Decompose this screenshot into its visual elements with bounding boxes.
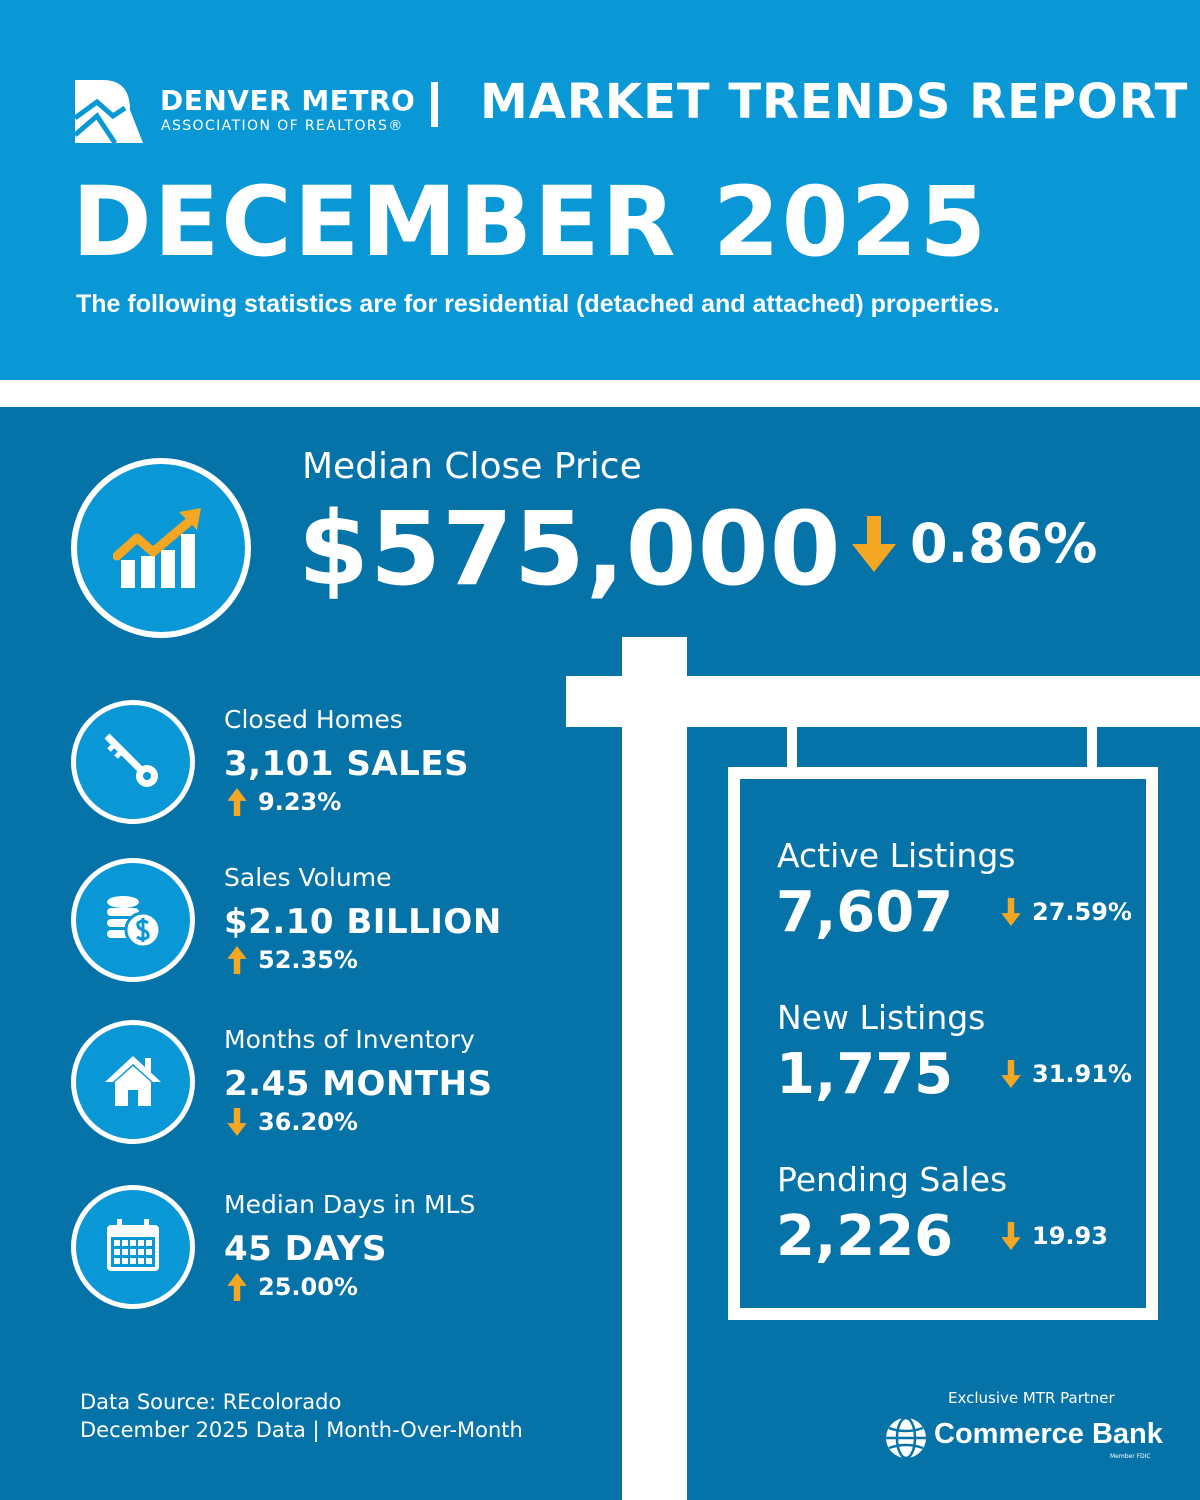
main-label: Median Close Price xyxy=(302,446,642,487)
stat-change: 9.23% xyxy=(226,788,341,816)
sign-value: 2,226 xyxy=(776,1204,954,1269)
trend-chart-icon xyxy=(71,458,251,638)
org-subname: ASSOCIATION OF REALTORS® xyxy=(161,118,404,134)
sign-label: New Listings xyxy=(777,998,986,1037)
sign-change: 27.59% xyxy=(1000,898,1132,926)
stat-change-value: 52.35% xyxy=(258,946,358,974)
sign-arm xyxy=(566,676,1200,727)
arrow-up-icon xyxy=(227,1273,247,1301)
stat-change: 25.00% xyxy=(226,1273,358,1301)
sign-value: 7,607 xyxy=(776,880,954,945)
calendar-icon xyxy=(71,1185,195,1309)
sign-board xyxy=(728,767,1158,1320)
stat-change: 36.20% xyxy=(226,1108,358,1136)
sign-change-value: 19.93 xyxy=(1032,1222,1108,1250)
dmar-logo-icon xyxy=(75,80,143,143)
key-icon xyxy=(71,700,195,824)
arrow-down-icon xyxy=(227,1108,247,1136)
stat-label: Median Days in MLS xyxy=(224,1190,476,1219)
main-change: 0.86% xyxy=(910,512,1098,575)
data-source: Data Source: REcolorado xyxy=(80,1390,342,1414)
org-name: DENVER METRO xyxy=(160,84,416,117)
sign-change-value: 31.91% xyxy=(1032,1060,1132,1088)
arrow-down-icon xyxy=(852,516,896,572)
sign-hanger-left xyxy=(787,727,797,769)
globe-icon xyxy=(886,1416,926,1460)
stat-change-value: 9.23% xyxy=(258,788,342,816)
header-band xyxy=(0,0,1200,380)
arrow-down-icon xyxy=(1001,898,1021,926)
house-icon xyxy=(71,1020,195,1144)
stat-label: Months of Inventory xyxy=(224,1025,475,1054)
sign-change: 19.93 xyxy=(1000,1222,1108,1250)
stat-value: 45 DAYS xyxy=(224,1229,388,1269)
sign-label: Active Listings xyxy=(777,836,1016,875)
stat-change-value: 25.00% xyxy=(258,1273,358,1301)
sign-hanger-right xyxy=(1087,727,1097,769)
title-separator xyxy=(431,82,438,127)
partner-sub: Member FDIC xyxy=(1110,1453,1151,1460)
sign-change: 31.91% xyxy=(1000,1060,1132,1088)
arrow-down-icon xyxy=(1001,1222,1021,1250)
arrow-up-icon xyxy=(227,946,247,974)
divider-stripe xyxy=(0,380,1200,407)
main-value: $575,000 xyxy=(298,490,842,609)
stat-value: 3,101 SALES xyxy=(224,744,470,784)
data-period: December 2025 Data | Month-Over-Month xyxy=(80,1418,523,1442)
report-month: DECEMBER 2025 xyxy=(72,166,989,278)
stat-value: $2.10 BILLION xyxy=(224,902,502,942)
stat-label: Sales Volume xyxy=(224,863,392,892)
arrow-up-icon xyxy=(227,788,247,816)
sign-label: Pending Sales xyxy=(777,1160,1008,1199)
stat-label: Closed Homes xyxy=(224,705,403,734)
arrow-down-icon xyxy=(1001,1060,1021,1088)
report-subtitle: The following statistics are for residen… xyxy=(76,290,1000,318)
report-title: MARKET TRENDS REPORT xyxy=(480,74,1189,130)
stat-value: 2.45 MONTHS xyxy=(224,1064,493,1104)
sign-value: 1,775 xyxy=(776,1042,954,1107)
partner-label: Exclusive MTR Partner xyxy=(948,1389,1115,1407)
stat-change-value: 36.20% xyxy=(258,1108,358,1136)
stat-change: 52.35% xyxy=(226,946,358,974)
coins-icon xyxy=(71,858,195,982)
sign-post xyxy=(622,637,687,1500)
partner-name: Commerce Bank xyxy=(934,1418,1163,1450)
sign-change-value: 27.59% xyxy=(1032,898,1132,926)
